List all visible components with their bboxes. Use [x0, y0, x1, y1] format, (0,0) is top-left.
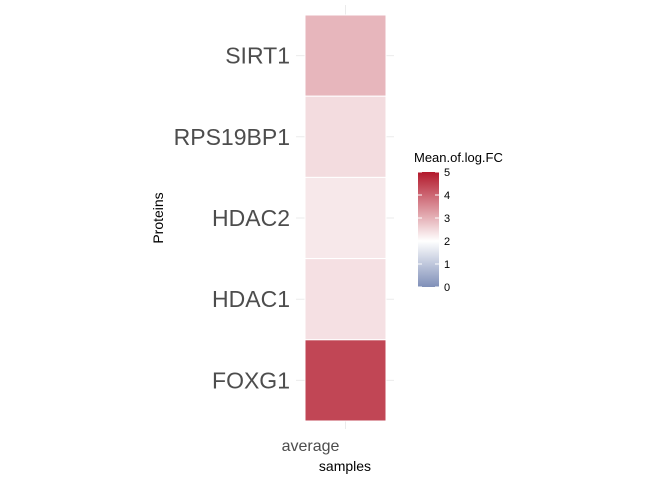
legend-tick-label: 4	[444, 190, 450, 202]
legend-tick-label: 5	[444, 167, 450, 179]
legend-tick-label: 3	[444, 213, 450, 225]
color-legend: Mean.of.log.FC 0 1 2 3 4 5	[414, 150, 503, 294]
y-axis-title: Proteins	[150, 192, 166, 243]
x-axis-title: samples	[319, 458, 371, 474]
y-tick-label: SIRT1	[225, 43, 290, 69]
y-tick-label: FOXG1	[212, 367, 290, 393]
legend-colorbar	[418, 172, 439, 287]
y-tick-labels: SIRT1 RPS19BP1 HDAC2 HDAC1 FOXG1	[174, 43, 290, 394]
legend-tick-label: 1	[444, 259, 450, 271]
y-tick-label: RPS19BP1	[174, 124, 290, 150]
legend-title: Mean.of.log.FC	[414, 150, 503, 165]
heatmap-cells	[304, 14, 387, 422]
heatmap-cell-sirt1	[304, 14, 387, 97]
legend-ticks: 0 1 2 3 4 5	[418, 167, 450, 294]
heatmap-cell-hdac1	[304, 258, 387, 341]
y-tick-label: HDAC1	[212, 286, 290, 312]
heatmap-cell-foxg1	[304, 339, 387, 422]
legend-tick-label: 0	[444, 282, 450, 294]
x-tick-label: average	[282, 438, 340, 455]
legend-tick-label: 2	[444, 236, 450, 248]
y-tick-label: HDAC2	[212, 205, 290, 231]
heatmap-cell-hdac2	[304, 176, 387, 260]
x-tick-labels: average	[282, 438, 340, 455]
heatmap-cell-rps19bp1	[304, 95, 387, 178]
